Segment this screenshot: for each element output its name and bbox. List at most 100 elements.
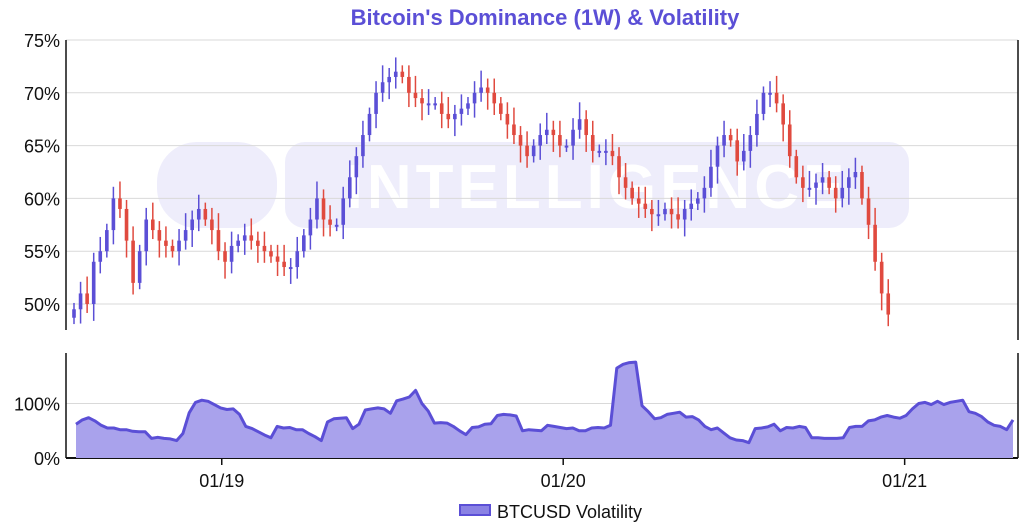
candle-body [630,187,634,199]
candle-body [183,230,188,241]
candle-body [794,156,799,178]
candle-body [295,251,300,268]
dominance-y-ticks: 50% 55% 60% 65% 70% 75% [24,31,60,315]
candle-body [439,103,444,114]
candle-body [761,92,766,114]
candle-body [728,135,733,141]
candle-body [702,187,707,199]
candle-body [269,251,273,257]
candle-body [315,198,319,220]
candle-body [669,208,674,215]
candle-body [722,135,726,146]
candle-body [827,177,831,188]
candle-body [242,235,247,241]
candle-body [755,113,759,136]
dominance-grid [66,39,1018,305]
candle-body [577,119,582,130]
candle-body [774,92,779,104]
candle-body [105,230,109,252]
watermark: INTELLIGENCE [157,142,909,228]
candle-body [288,267,293,270]
candle-body [256,240,260,246]
dominance-y-tick-label: 75% [24,31,60,51]
candle-body [387,76,391,83]
dominance-y-tick-label: 60% [24,189,60,209]
candle-body [196,208,201,220]
candle-body [446,113,451,120]
watermark-logo-box [157,142,277,228]
candle-body [170,245,175,252]
candle-body [597,150,602,153]
dominance-y-tick-label: 50% [24,295,60,315]
candle-body [696,198,700,204]
volatility-area [76,362,1013,458]
candle-body [860,172,864,199]
candle-body [623,177,628,188]
candle-body [584,119,588,136]
candle-body [873,224,877,262]
candle-body [111,198,116,231]
volatility-y-tick-label: 0% [34,449,60,469]
candle-body [124,208,129,241]
legend: BTCUSD Volatility [459,502,642,522]
candle-body [551,129,556,136]
candle-body [499,103,503,114]
candle-body [840,187,845,199]
candle-body [512,124,516,136]
candle-body [650,208,654,215]
candle-body [361,135,365,157]
candle-body [768,92,772,95]
candle-body [98,251,103,262]
candle-body [485,87,490,93]
x-tick-label: 01/21 [882,471,927,491]
candle-body [453,113,457,120]
candle-body [689,203,694,209]
candle-body [518,135,523,146]
candle-body [531,145,536,157]
candle-body [479,87,483,93]
candle-body [741,150,746,162]
candle-body [150,219,155,231]
legend-label: BTCUSD Volatility [497,502,642,522]
candle-body [308,219,313,236]
candle-body [604,150,608,153]
candle-body [426,103,431,106]
candle-body [223,251,227,262]
candle-body [354,156,359,178]
candle-body [328,219,332,225]
dominance-y-tick-label: 65% [24,137,60,157]
candle-body [229,245,234,262]
volatility-y-tick-label: 100% [14,395,60,415]
candle-body [833,187,838,199]
candle-body [190,219,195,231]
candlestick-series [72,57,891,327]
candle-body [636,198,641,204]
candle-body [853,172,858,178]
candle-body [236,240,240,246]
candle-body [656,214,661,217]
candle-body [433,103,437,106]
dominance-y-tick-label: 70% [24,84,60,104]
volatility-x-ticks: 01/19 01/20 01/21 [199,458,927,491]
x-tick-label: 01/19 [199,471,244,491]
candle-body [748,135,753,151]
candle-body [886,293,891,315]
candle-body [374,92,378,114]
candle-body [85,293,89,304]
candle-body [538,135,543,146]
candle-body [282,261,286,268]
candle-body [302,235,306,252]
candle-body [400,71,405,77]
candle-body [321,198,326,220]
candle-body [341,198,346,225]
candle-body [676,214,680,220]
chart-title: Bitcoin's Dominance (1W) & Volatility [351,5,740,30]
candle-body [216,230,221,252]
candle-body [564,145,569,148]
candle-body [781,103,785,125]
candle-body [118,198,122,209]
candle-body [177,240,181,252]
candle-body [807,187,812,190]
candle-body [367,113,372,136]
